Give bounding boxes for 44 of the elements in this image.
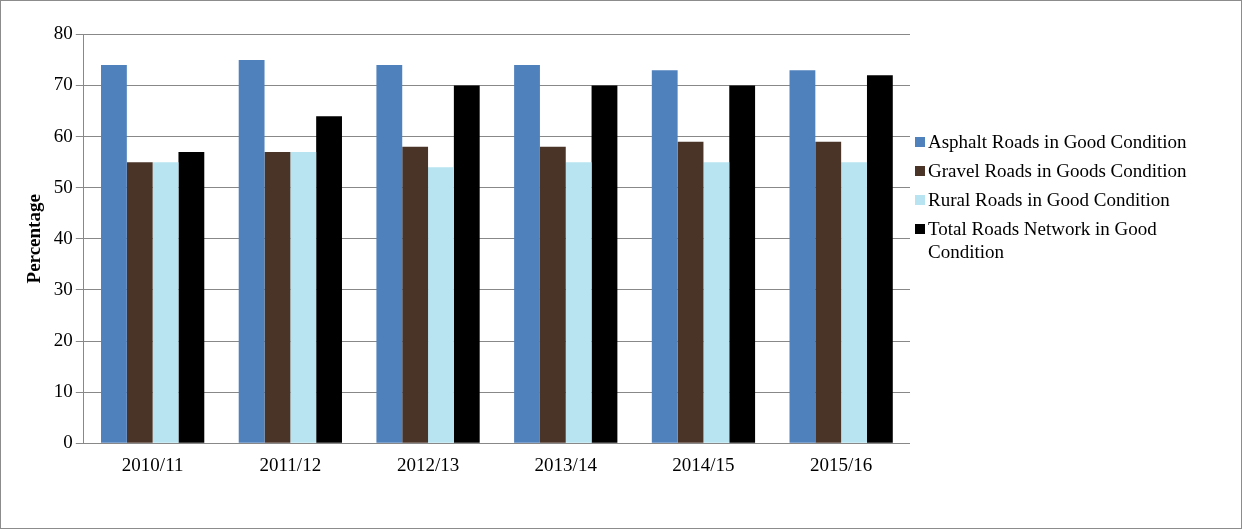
bar (264, 151, 291, 443)
bar (402, 146, 429, 443)
bar (565, 162, 592, 443)
bar (316, 116, 342, 443)
y-tick-label: 70 (53, 73, 73, 95)
y-axis-title: Percentage (23, 194, 45, 284)
x-tick-label: 2015/16 (810, 453, 873, 475)
legend-label: Asphalt Roads in Good Condition (928, 130, 1187, 153)
legend-label: Gravel Roads in Goods Condition (928, 159, 1187, 182)
bar (428, 167, 454, 443)
y-tick-label: 60 (53, 124, 73, 146)
bar (866, 75, 893, 443)
bar (101, 65, 127, 443)
bar (651, 70, 678, 443)
bar (152, 162, 179, 443)
bar (126, 162, 153, 443)
y-tick-label: 80 (53, 22, 73, 44)
y-tick-label: 50 (53, 175, 73, 197)
bar (789, 70, 816, 443)
x-tick-label: 2010/11 (121, 453, 184, 475)
bar (539, 146, 566, 443)
bar (815, 141, 842, 443)
bar (729, 85, 756, 443)
y-tick-label: 0 (63, 431, 73, 453)
bar (238, 59, 265, 443)
y-tick-label: 10 (53, 380, 73, 402)
x-tick-label: 2012/13 (396, 453, 460, 475)
x-tick-label: 2013/14 (534, 453, 598, 475)
bar (841, 162, 867, 443)
bar (178, 151, 205, 443)
bar (290, 151, 317, 443)
legend-label: Total Roads Network in Good Condition (928, 217, 1158, 263)
x-tick-label: 2011/12 (259, 453, 322, 475)
y-tick-label: 30 (53, 277, 73, 299)
bar (703, 162, 730, 443)
legend-label: Rural Roads in Good Condition (928, 188, 1170, 211)
bar (591, 85, 618, 443)
bar (453, 85, 480, 443)
y-tick-label: 20 (53, 328, 73, 350)
bar (677, 141, 704, 443)
x-tick-label: 2014/15 (672, 453, 735, 475)
bar (376, 65, 403, 443)
y-tick-label: 40 (53, 226, 73, 248)
bar (514, 65, 540, 443)
